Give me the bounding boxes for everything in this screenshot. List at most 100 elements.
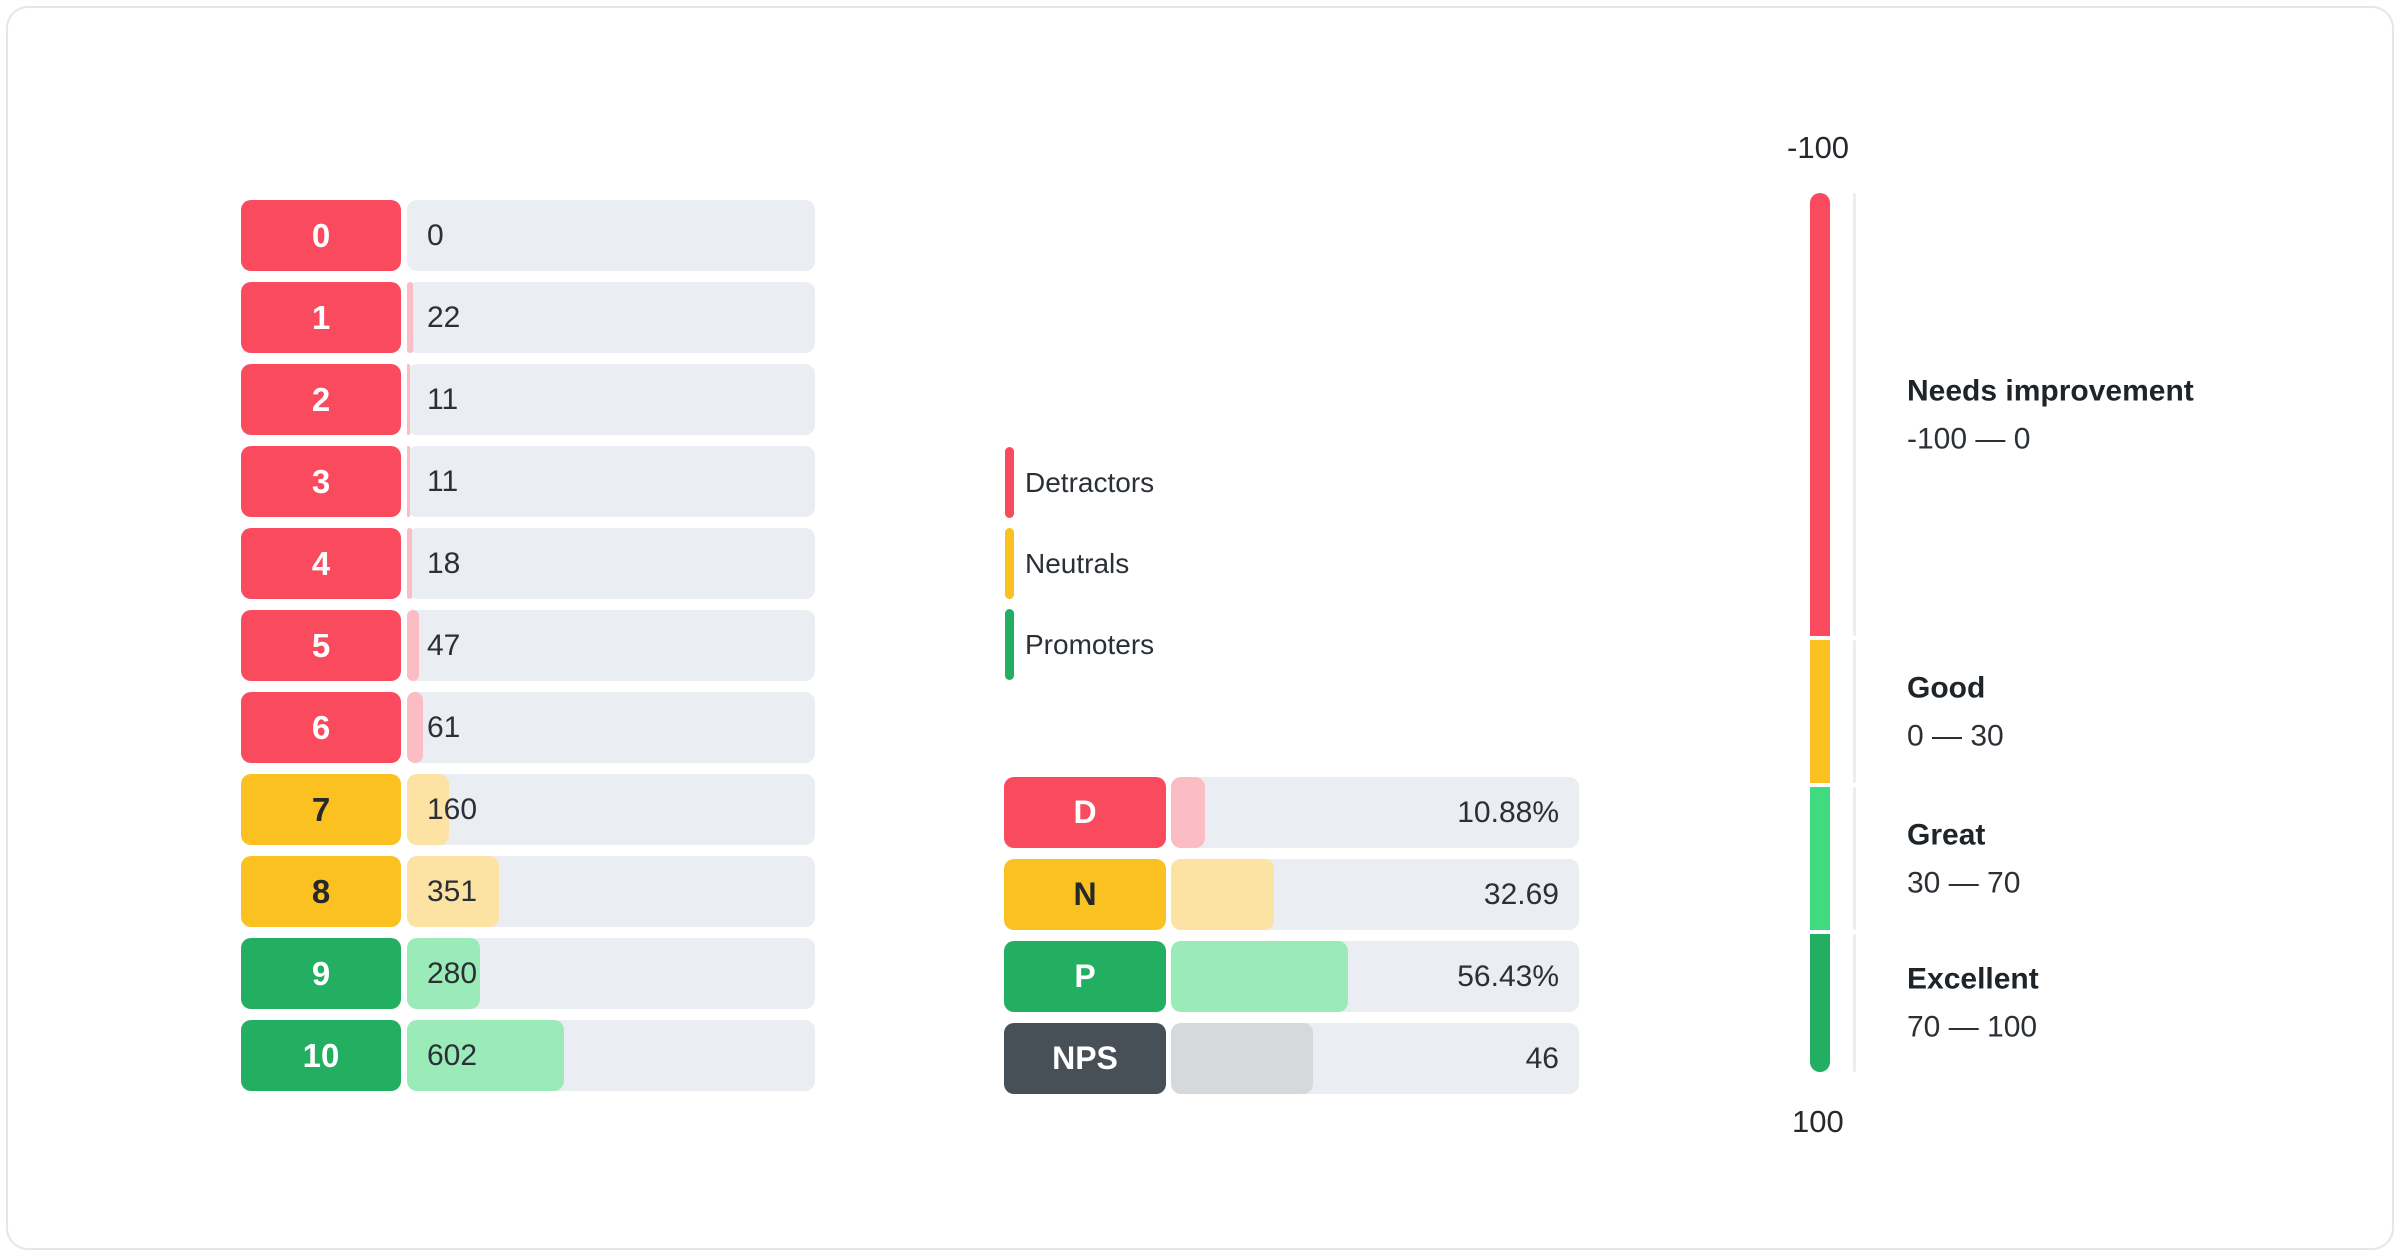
score-track: 61 [407, 692, 815, 763]
score-count: 602 [427, 1038, 478, 1072]
gauge-range-title: Needs improvement [1907, 374, 2194, 407]
score-fill-bar [407, 774, 449, 845]
summary-fill-bar [1171, 1023, 1313, 1094]
gauge-range-title: Good [1907, 671, 1986, 704]
score-row[interactable]: 8 351 [241, 856, 815, 927]
score-chip: 4 [241, 528, 401, 599]
score-track: 18 [407, 528, 815, 599]
score-row[interactable]: 5 47 [241, 610, 815, 681]
summary-row-nps[interactable]: NPS 46 [1004, 1023, 1579, 1094]
legend-label: Promoters [1025, 628, 1155, 660]
score-fill-bar [407, 1020, 565, 1091]
gauge-segment-great [1810, 787, 1830, 930]
summary-track: 46 [1171, 1023, 1579, 1094]
score-row[interactable]: 10 602 [241, 1020, 815, 1091]
score-row[interactable]: 6 61 [241, 692, 815, 763]
score-count: 0 [427, 218, 444, 252]
summary-value: 32.69 [1483, 877, 1559, 911]
summary-track: 56.43% [1171, 941, 1579, 1012]
score-track: 0 [407, 200, 815, 271]
summary-value: 46 [1525, 1041, 1559, 1075]
score-row[interactable]: 2 11 [241, 364, 815, 435]
score-row[interactable]: 1 22 [241, 282, 815, 353]
gauge-segment-good [1810, 640, 1830, 783]
gauge-axis-segment [1853, 787, 1856, 930]
score-row[interactable]: 9 280 [241, 938, 815, 1009]
score-count: 280 [427, 956, 478, 990]
score-distribution-chart: 0 0 1 22 2 11 3 11 4 18 5 47 6 61 7 160 8 351 9 280 10 602 [241, 200, 815, 1102]
score-row[interactable]: 7 160 [241, 774, 815, 845]
score-count: 11 [427, 464, 459, 498]
score-chip: 1 [241, 282, 401, 353]
score-fill-bar [407, 610, 420, 681]
nps-gauge-bar [1810, 193, 1830, 1072]
score-count: 11 [427, 382, 459, 416]
gauge-range-title: Excellent [1907, 962, 2039, 996]
legend: Detractors Neutrals Promoters [1005, 447, 1154, 690]
summary-row-p[interactable]: P 56.43% [1004, 941, 1579, 1012]
legend-item-detractors[interactable]: Detractors [1005, 447, 1154, 518]
score-track: 22 [407, 282, 815, 353]
score-row[interactable]: 4 18 [241, 528, 815, 599]
score-chip: 2 [241, 364, 401, 435]
summary-fill-bar [1171, 859, 1275, 930]
legend-label: Neutrals [1025, 547, 1130, 579]
summary-track: 32.69 [1171, 859, 1579, 930]
legend-color-bar [1005, 528, 1014, 599]
legend-color-bar [1005, 447, 1014, 518]
score-chip: 0 [241, 200, 401, 271]
gauge-range-label: Excellent 70 — 100 [1907, 961, 2039, 1046]
legend-color-bar [1005, 609, 1014, 680]
score-row[interactable]: 3 11 [241, 446, 815, 517]
legend-item-neutrals[interactable]: Neutrals [1005, 528, 1154, 599]
score-count: 22 [427, 300, 461, 334]
gauge-segment-needs-improvement [1810, 193, 1830, 636]
summary-value: 10.88% [1457, 795, 1559, 829]
gauge-range-values: 70 — 100 [1907, 1010, 2038, 1044]
score-chip: 10 [241, 1020, 401, 1091]
score-chip: 6 [241, 692, 401, 763]
score-fill-bar [407, 692, 423, 763]
gauge-range-values: -100 — 0 [1907, 422, 2031, 455]
gauge-range-label: Needs improvement -100 — 0 [1907, 372, 2194, 457]
score-track: 11 [407, 364, 815, 435]
summary-row-n[interactable]: N 32.69 [1004, 859, 1579, 930]
score-fill-bar [407, 282, 413, 353]
gauge-range-values: 0 — 30 [1907, 719, 2004, 752]
score-fill-bar [407, 446, 410, 517]
summary-chip: N [1004, 859, 1166, 930]
legend-label: Detractors [1025, 466, 1155, 498]
score-track: 280 [407, 938, 815, 1009]
score-track: 351 [407, 856, 815, 927]
score-count: 47 [427, 628, 461, 662]
gauge-range-label: Good 0 — 30 [1907, 669, 2004, 754]
score-count: 18 [427, 546, 461, 580]
score-fill-bar [407, 938, 481, 1009]
score-fill-bar [407, 364, 410, 435]
score-chip: 5 [241, 610, 401, 681]
score-chip: 7 [241, 774, 401, 845]
score-count: 61 [427, 710, 461, 744]
gauge-range-label: Great 30 — 70 [1907, 816, 2020, 901]
summary-row-d[interactable]: D 10.88% [1004, 777, 1579, 848]
summary-fill-bar [1171, 941, 1348, 1012]
score-chip: 8 [241, 856, 401, 927]
summary-track: 10.88% [1171, 777, 1579, 848]
score-chip: 3 [241, 446, 401, 517]
gauge-range-values: 30 — 70 [1907, 866, 2021, 899]
score-chip: 9 [241, 938, 401, 1009]
score-fill-bar [407, 856, 499, 927]
legend-item-promoters[interactable]: Promoters [1005, 609, 1154, 680]
nps-widget-card: 0 0 1 22 2 11 3 11 4 18 5 47 6 61 7 160 8 351 9 280 10 602 De… [6, 6, 2394, 1250]
summary-fill-bar [1171, 777, 1206, 848]
score-track: 160 [407, 774, 815, 845]
summary-chip: NPS [1004, 1023, 1166, 1094]
score-track: 602 [407, 1020, 815, 1091]
gauge-axis-segment [1853, 934, 1856, 1072]
summary-chip: P [1004, 941, 1166, 1012]
nps-summary-chart: D 10.88% N 32.69 P 56.43% NPS 46 [1004, 777, 1579, 1105]
score-track: 47 [407, 610, 815, 681]
summary-chip: D [1004, 777, 1166, 848]
gauge-range-title: Great [1907, 818, 1986, 851]
